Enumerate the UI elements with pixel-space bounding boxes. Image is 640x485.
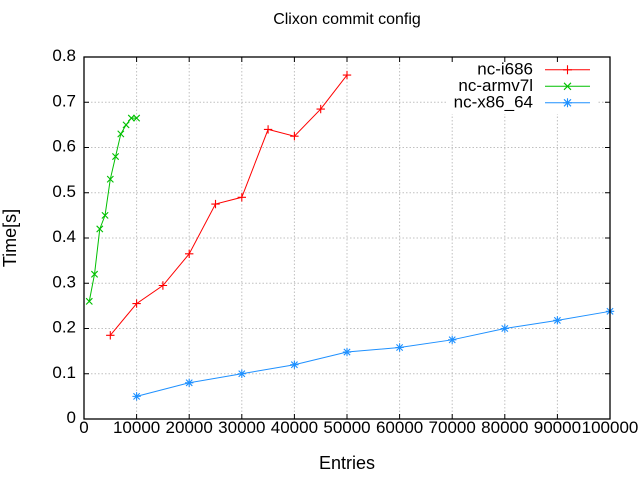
svg-text:20000: 20000: [166, 418, 213, 437]
svg-text:60000: 60000: [376, 418, 423, 437]
svg-text:40000: 40000: [271, 418, 318, 437]
svg-text:0.7: 0.7: [52, 91, 76, 110]
svg-text:80000: 80000: [481, 418, 528, 437]
svg-text:0.6: 0.6: [52, 137, 76, 156]
svg-text:10000: 10000: [113, 418, 160, 437]
svg-text:0: 0: [79, 418, 88, 437]
svg-text:nc-x86_64: nc-x86_64: [454, 93, 533, 112]
svg-text:0.4: 0.4: [52, 227, 76, 246]
svg-text:0: 0: [67, 408, 76, 427]
svg-text:30000: 30000: [218, 418, 265, 437]
svg-text:0.2: 0.2: [52, 318, 76, 337]
svg-text:0.1: 0.1: [52, 363, 76, 382]
svg-text:0.5: 0.5: [52, 182, 76, 201]
svg-text:0.8: 0.8: [52, 46, 76, 65]
svg-text:Entries: Entries: [319, 453, 375, 473]
svg-text:Clixon commit config: Clixon commit config: [273, 11, 421, 28]
svg-text:50000: 50000: [323, 418, 370, 437]
svg-text:0.3: 0.3: [52, 272, 76, 291]
svg-text:100000: 100000: [582, 418, 639, 437]
svg-text:90000: 90000: [534, 418, 581, 437]
svg-text:Time[s]: Time[s]: [0, 209, 20, 267]
svg-text:70000: 70000: [429, 418, 476, 437]
